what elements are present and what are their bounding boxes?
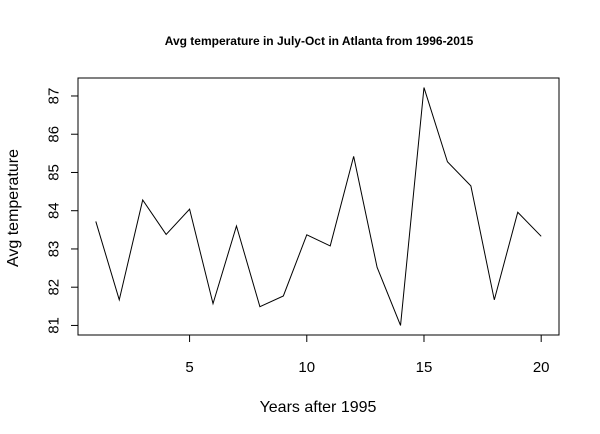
- y-tick-label: 81: [46, 317, 63, 334]
- y-tick-label: 84: [46, 202, 63, 219]
- y-axis: 81 82 83 84 85 86 87: [46, 88, 79, 334]
- y-tick-label: 82: [46, 279, 63, 296]
- temperature-series-line: [95, 87, 542, 326]
- x-axis: 5 10 15 20: [185, 334, 550, 376]
- y-tick-label: 83: [46, 241, 63, 258]
- x-tick-label: 15: [416, 359, 433, 376]
- y-tick-label: 85: [46, 164, 63, 181]
- y-axis-label: Avg temperature: [5, 149, 22, 267]
- chart-title: Avg temperature in July-Oct in Atlanta f…: [165, 34, 474, 48]
- x-tick-label: 10: [298, 359, 315, 376]
- x-tick-label: 5: [185, 359, 193, 376]
- y-tick-label: 87: [46, 88, 63, 105]
- x-axis-label: Years after 1995: [260, 399, 377, 416]
- y-tick-label: 86: [46, 126, 63, 143]
- plot-area-border: [77, 77, 560, 336]
- series-layer: [95, 87, 542, 326]
- x-tick-label: 20: [533, 359, 550, 376]
